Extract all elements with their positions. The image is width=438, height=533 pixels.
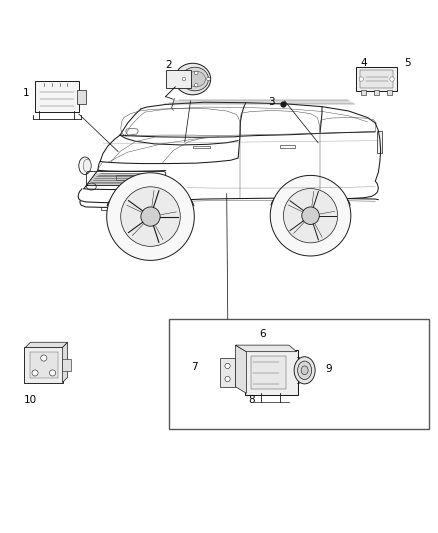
Ellipse shape bbox=[181, 67, 208, 91]
Text: 3: 3 bbox=[268, 97, 275, 107]
FancyBboxPatch shape bbox=[62, 359, 71, 371]
Circle shape bbox=[41, 355, 47, 361]
Bar bbox=[169, 319, 429, 429]
Bar bbox=[387, 91, 392, 95]
FancyBboxPatch shape bbox=[220, 359, 235, 386]
Ellipse shape bbox=[294, 357, 315, 384]
Ellipse shape bbox=[187, 71, 205, 87]
Bar bbox=[377, 131, 381, 152]
Circle shape bbox=[141, 207, 160, 226]
Polygon shape bbox=[236, 345, 246, 393]
Bar bbox=[374, 91, 379, 95]
Text: 1: 1 bbox=[23, 88, 30, 99]
Circle shape bbox=[359, 77, 364, 81]
Text: 9: 9 bbox=[325, 365, 332, 374]
Ellipse shape bbox=[79, 157, 91, 174]
FancyBboxPatch shape bbox=[77, 90, 86, 103]
Circle shape bbox=[194, 84, 198, 87]
Bar bbox=[360, 70, 393, 88]
Circle shape bbox=[390, 77, 394, 81]
Circle shape bbox=[182, 77, 186, 81]
Polygon shape bbox=[236, 345, 297, 352]
Text: 6: 6 bbox=[259, 329, 266, 340]
Text: 8: 8 bbox=[248, 395, 255, 405]
Polygon shape bbox=[25, 342, 67, 348]
Circle shape bbox=[302, 207, 319, 224]
Ellipse shape bbox=[87, 183, 96, 190]
FancyBboxPatch shape bbox=[166, 70, 191, 88]
FancyBboxPatch shape bbox=[35, 82, 78, 112]
Bar bbox=[30, 352, 58, 378]
Text: 4: 4 bbox=[360, 58, 367, 68]
Bar bbox=[361, 91, 366, 95]
Ellipse shape bbox=[83, 159, 91, 172]
Bar bbox=[193, 146, 210, 148]
Circle shape bbox=[32, 370, 38, 376]
Ellipse shape bbox=[301, 366, 308, 375]
Circle shape bbox=[283, 189, 338, 243]
FancyBboxPatch shape bbox=[245, 350, 298, 394]
Ellipse shape bbox=[175, 63, 211, 95]
Text: 2: 2 bbox=[165, 60, 172, 70]
FancyBboxPatch shape bbox=[356, 67, 397, 91]
Text: 7: 7 bbox=[191, 362, 198, 372]
Polygon shape bbox=[63, 342, 67, 383]
Bar bbox=[251, 356, 286, 389]
Ellipse shape bbox=[298, 361, 311, 379]
Circle shape bbox=[121, 187, 180, 246]
Circle shape bbox=[194, 71, 198, 75]
Circle shape bbox=[107, 173, 194, 260]
Text: 5: 5 bbox=[404, 58, 411, 68]
Circle shape bbox=[270, 175, 351, 256]
Circle shape bbox=[49, 370, 56, 376]
Circle shape bbox=[207, 77, 210, 81]
Bar bbox=[280, 145, 295, 148]
Circle shape bbox=[225, 364, 230, 368]
Bar bbox=[116, 175, 133, 180]
Circle shape bbox=[225, 376, 230, 382]
FancyBboxPatch shape bbox=[25, 346, 64, 383]
Text: 10: 10 bbox=[24, 395, 37, 405]
